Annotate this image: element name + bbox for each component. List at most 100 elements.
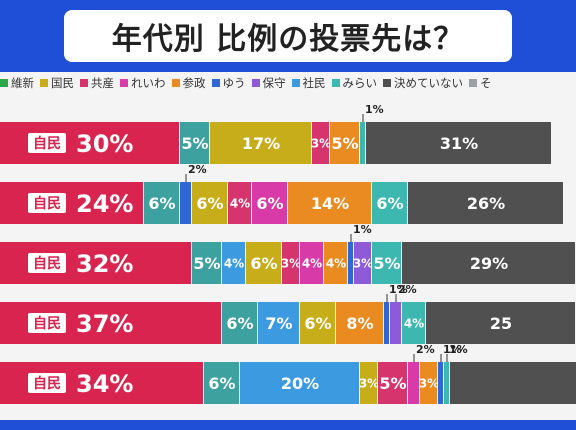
segment-value-label: 3%	[353, 256, 373, 270]
bar-segment	[180, 182, 191, 224]
bar-segment	[192, 182, 227, 224]
legend-label: 共産	[91, 76, 114, 90]
segment-value-label: 14%	[311, 194, 349, 213]
legend-swatch	[383, 79, 391, 87]
bar-segment	[372, 182, 407, 224]
legend-swatch	[469, 79, 477, 87]
bar-segment	[360, 122, 365, 164]
party-badge	[28, 193, 66, 213]
bar-segment	[390, 302, 401, 344]
legend-item: 社民	[291, 75, 326, 91]
segment-value-label: 3%	[311, 136, 331, 150]
segment-value-label: 4%	[404, 316, 424, 330]
legend-label: 社民	[302, 76, 326, 90]
party-badge	[28, 253, 66, 273]
segment-value-label: 5%	[331, 134, 358, 153]
segment-value-label: 5%	[373, 254, 400, 273]
segment-value-label: 6%	[196, 194, 223, 213]
bar-segment	[210, 122, 311, 164]
bar-segment	[222, 242, 245, 284]
bar-segment	[348, 242, 353, 284]
party-badge-label: 自民	[33, 375, 61, 392]
bar-segment	[408, 182, 563, 224]
segment-value-label: 17%	[242, 134, 280, 153]
segment-value-label: 24%	[76, 190, 133, 218]
legend-item: 保守	[251, 75, 286, 91]
party-badge-label: 自民	[33, 255, 61, 272]
legend-item: 維新	[0, 75, 34, 91]
segment-value-label: 6%	[226, 314, 253, 333]
bar-segment	[378, 362, 407, 404]
legend-item: ゆう	[211, 75, 246, 91]
segment-value-label: 3%	[281, 256, 301, 270]
chart-title: 年代別 比例の投票先は？	[64, 10, 512, 62]
legend-swatch	[120, 79, 128, 87]
bar-segment	[444, 362, 449, 404]
legend-item: 決めていない	[383, 75, 463, 91]
segment-value-label: 1%	[449, 343, 468, 356]
segment-value-label: 3%	[419, 376, 439, 390]
bar-segment	[300, 302, 335, 344]
legend-label: 維新	[11, 76, 34, 90]
bar-segment	[288, 182, 371, 224]
segment-value-label: 37%	[76, 310, 133, 338]
segment-value-label: 2%	[398, 283, 417, 296]
bar-segment	[450, 362, 576, 404]
bar-segment	[312, 122, 329, 164]
segment-value-label: 6%	[304, 314, 331, 333]
bar-segment	[240, 362, 359, 404]
legend-item: れいわ	[120, 75, 166, 91]
legend-item: 共産	[80, 75, 114, 91]
legend-label: 決めていない	[394, 76, 463, 90]
segment-value-label: 20%	[281, 374, 319, 393]
legend-swatch	[80, 79, 88, 87]
bar-segment	[204, 362, 239, 404]
bar-segment	[426, 302, 575, 344]
segment-value-label: 5%	[193, 254, 220, 273]
segment-value-label: 25	[490, 314, 512, 333]
segment-value-label: 4%	[230, 196, 250, 210]
bar-segment	[420, 362, 437, 404]
bar-segment	[300, 242, 323, 284]
segment-value-label: 30%	[76, 130, 133, 158]
bar-segment	[372, 242, 401, 284]
segment-value-label: 26%	[467, 194, 505, 213]
legend-label: 国民	[51, 76, 74, 90]
segment-value-label: 4%	[326, 256, 346, 270]
segment-value-label: 1%	[389, 283, 408, 296]
bar-segment	[180, 122, 209, 164]
legend-swatch	[211, 79, 220, 87]
segment-value-label: 6%	[250, 254, 277, 273]
bar-segment	[246, 242, 281, 284]
legend-item: 国民	[40, 75, 74, 91]
bar-segment	[360, 362, 377, 404]
segment-value-label: 6%	[376, 194, 403, 213]
legend-swatch	[171, 79, 180, 87]
bar-segment	[384, 302, 389, 344]
party-badge-label: 自民	[33, 195, 61, 212]
bar-segment	[402, 242, 575, 284]
legend-swatch	[0, 79, 8, 87]
bar-segment	[228, 182, 251, 224]
party-badge	[28, 313, 66, 333]
segment-value-label: 3%	[359, 376, 379, 390]
segment-value-label: 5%	[181, 134, 208, 153]
bar-segment	[282, 242, 299, 284]
bar-segment	[222, 302, 257, 344]
segment-value-label: 6%	[148, 194, 175, 213]
stacked-bar-chart: 自民 30% 5% 17% 3% 5%1%31%自民 24% 6%2%6% 4% 6% 14% 6% 2…	[0, 103, 576, 404]
bar-segment	[0, 182, 143, 224]
legend-label: そ	[480, 76, 492, 90]
bar-segment	[366, 122, 551, 164]
bar-segment	[354, 242, 371, 284]
bar-segment	[252, 182, 287, 224]
segment-value-label: 1%	[443, 343, 462, 356]
legend-item: 参政	[171, 75, 206, 91]
legend-label: れいわ	[131, 76, 166, 90]
segment-value-label: 34%	[76, 370, 133, 398]
bar-segment	[192, 242, 221, 284]
segment-value-label: 1%	[353, 223, 372, 236]
party-badge-label: 自民	[33, 315, 61, 332]
segment-value-label: 8%	[346, 314, 373, 333]
